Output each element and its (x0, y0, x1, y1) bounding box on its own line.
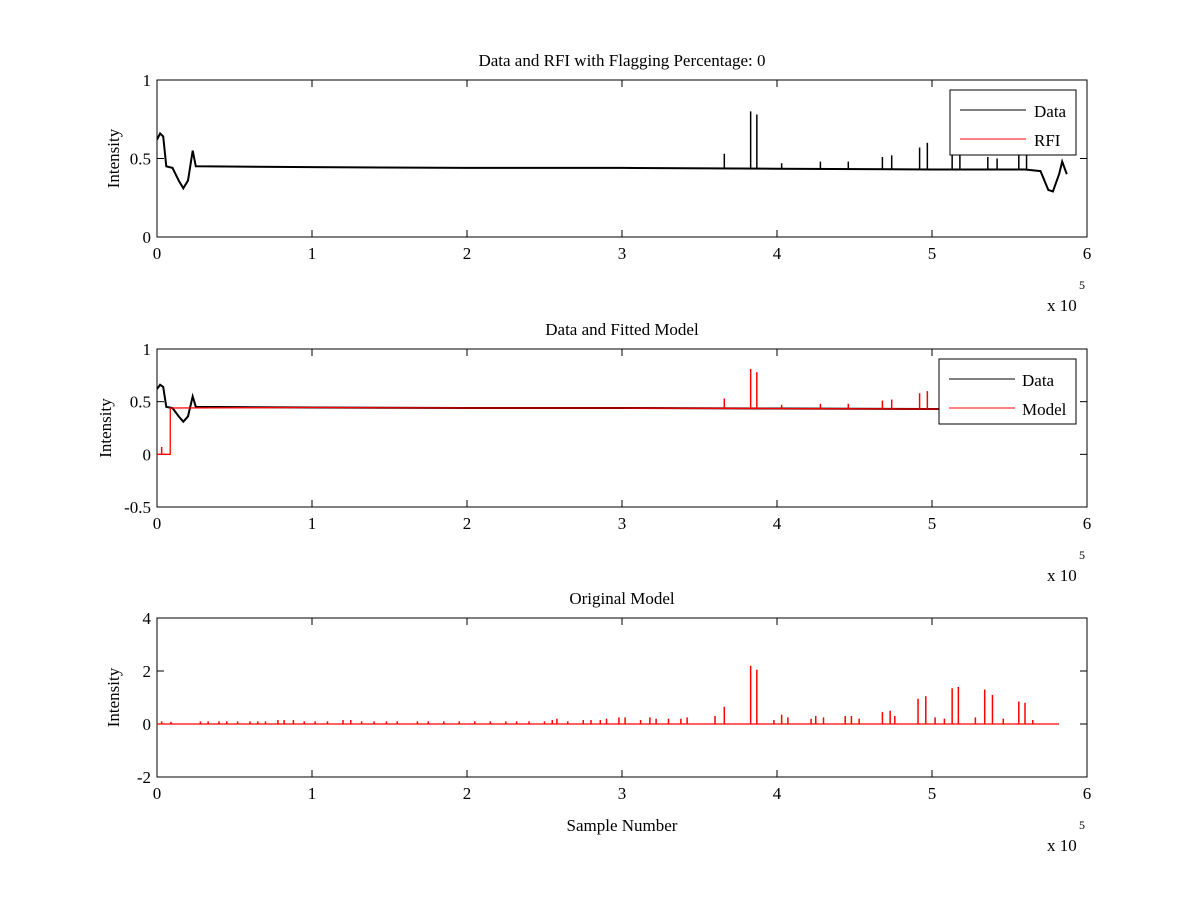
series-line (157, 131, 1068, 193)
x-tick-label: 2 (463, 514, 472, 533)
y-tick-label: 0 (143, 445, 152, 464)
x-exponent-base: x 10 (1047, 836, 1077, 855)
x-tick-label: 4 (773, 784, 782, 803)
chart-2: Data and Fitted Model Intensity 0 1 2 3 4 5 6 x 1… (96, 320, 1091, 585)
x-exponent-base: x 10 (1047, 566, 1077, 585)
x-exponent-base: x 10 (1047, 296, 1077, 315)
legend-label: RFI (1034, 131, 1061, 150)
y-tick-label: 0 (143, 228, 152, 247)
y-axis-label: Intensity (96, 398, 115, 458)
series-data (157, 111, 1068, 193)
x-tick-label: 5 (928, 784, 937, 803)
legend: Data RFI (949, 89, 1077, 156)
plot-area (156, 617, 1088, 778)
y-tick-label: 1 (143, 71, 152, 90)
chart-title: Data and RFI with Flagging Percentage: 0 (478, 51, 765, 70)
x-tick-label: 6 (1083, 514, 1092, 533)
x-tick-label: 0 (153, 784, 162, 803)
x-axis-label: Sample Number (567, 816, 678, 835)
y-tick-label: 0.5 (130, 150, 151, 169)
legend-box (938, 358, 1077, 425)
legend-label: Model (1022, 400, 1067, 419)
x-tick-label: 0 (153, 514, 162, 533)
x-tick-label: 5 (928, 514, 937, 533)
x-tick-label: 3 (618, 514, 627, 533)
x-tick-label: 2 (463, 244, 472, 263)
x-tick-label: 1 (308, 514, 317, 533)
series-model (157, 369, 1056, 455)
x-tick-label: 4 (773, 244, 782, 263)
chart-title: Original Model (569, 589, 675, 608)
plot-area (156, 79, 1088, 238)
chart-3: Original Model Intensity Sample Number 0 1 2 3… (104, 589, 1091, 855)
legend-box (949, 89, 1077, 156)
y-axis-label: Intensity (104, 667, 123, 727)
y-tick-label: 4 (143, 609, 152, 628)
x-tick-label: 3 (618, 244, 627, 263)
x-tick-label: 5 (928, 244, 937, 263)
legend-label: Data (1022, 371, 1055, 390)
x-tick-label: 6 (1083, 244, 1092, 263)
y-tick-label: -0.5 (124, 498, 151, 517)
x-tick-label: 3 (618, 784, 627, 803)
series-model (157, 665, 1060, 725)
x-tick-label: 4 (773, 514, 782, 533)
chart-1: Data and RFI with Flagging Percentage: 0… (104, 51, 1091, 315)
x-tick-label: 0 (153, 244, 162, 263)
x-tick-label: 1 (308, 784, 317, 803)
x-exponent-power: 5 (1079, 818, 1085, 832)
chart-title: Data and Fitted Model (545, 320, 699, 339)
plot-area (156, 348, 1088, 508)
series-line (157, 406, 1056, 455)
y-tick-label: 2 (143, 662, 152, 681)
x-tick-label: 2 (463, 784, 472, 803)
y-tick-label: 1 (143, 340, 152, 359)
x-tick-label: 1 (308, 244, 317, 263)
y-tick-label: -2 (137, 768, 151, 787)
y-tick-label: 0.5 (130, 393, 151, 412)
x-tick-label: 6 (1083, 784, 1092, 803)
legend: Data Model (938, 358, 1077, 425)
y-tick-label: 0 (143, 715, 152, 734)
legend-label: Data (1034, 102, 1067, 121)
x-exponent-power: 5 (1079, 548, 1085, 562)
x-exponent-power: 5 (1079, 278, 1085, 292)
y-axis-label: Intensity (104, 128, 123, 188)
